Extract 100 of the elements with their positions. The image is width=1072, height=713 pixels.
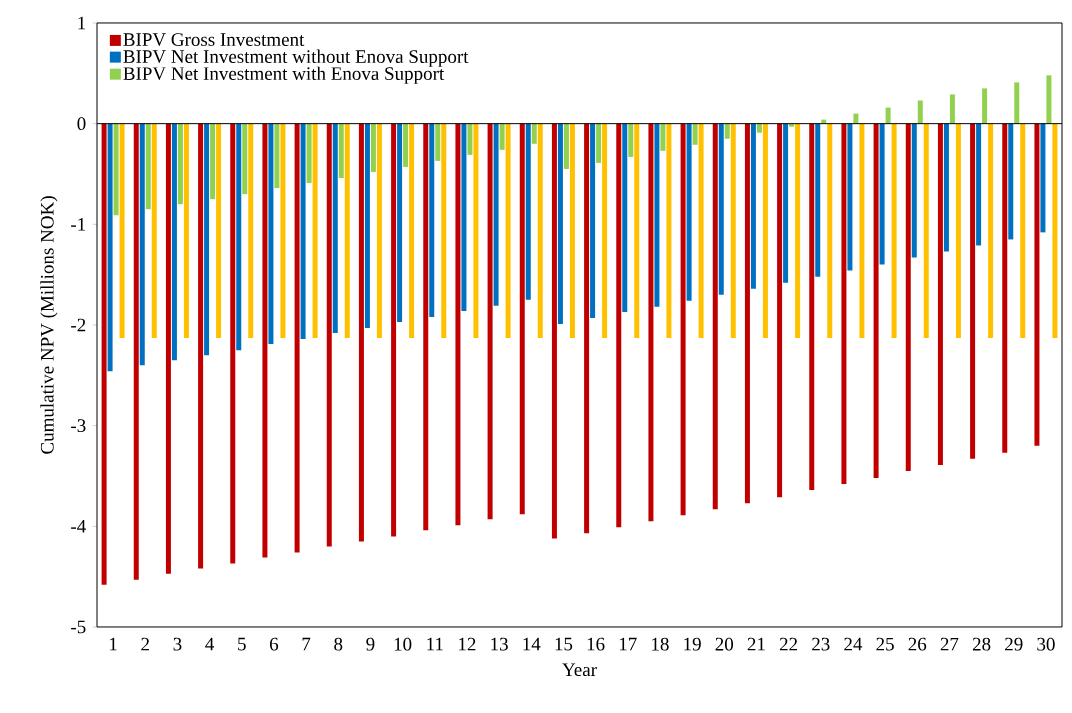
bar	[911, 123, 917, 258]
x-tick-label: 29	[1005, 637, 1023, 651]
x-tick-label: 5	[238, 637, 246, 651]
bar	[1020, 123, 1026, 339]
bar	[988, 123, 994, 339]
bar	[1046, 75, 1052, 124]
bar	[756, 123, 762, 133]
bar	[724, 123, 730, 139]
x-tick-label: 25	[876, 637, 894, 651]
bar	[280, 123, 286, 339]
bar	[1052, 123, 1058, 339]
y-axis-title: Cumulative NPV (Millions NOK)	[40, 196, 58, 454]
x-tick-label: 8	[334, 637, 343, 651]
bar	[712, 123, 718, 510]
bar	[133, 123, 139, 580]
y-tick-label: -2	[71, 318, 86, 332]
bar	[525, 123, 531, 300]
x-tick-label: 28	[972, 637, 991, 651]
bar	[718, 123, 724, 295]
bar	[467, 123, 473, 155]
bar	[777, 123, 783, 498]
bar	[859, 123, 865, 339]
bar	[519, 123, 525, 515]
bar	[397, 123, 403, 322]
bar	[596, 123, 602, 163]
x-tick-label: 7	[302, 637, 311, 651]
bar	[680, 123, 686, 516]
bar	[531, 123, 537, 144]
bar	[198, 123, 204, 569]
bar	[306, 123, 312, 184]
x-tick-label: 22	[779, 637, 798, 651]
bar	[955, 123, 961, 339]
x-tick-label: 6	[269, 637, 279, 651]
bar	[602, 123, 608, 339]
bar	[332, 123, 338, 334]
bar	[551, 123, 557, 539]
bar	[429, 123, 435, 317]
bar	[300, 123, 306, 340]
bar	[654, 123, 660, 307]
bar	[628, 123, 634, 157]
bar	[809, 123, 815, 491]
bar	[750, 123, 756, 289]
bar	[230, 123, 236, 564]
x-tick-label: 27	[940, 637, 959, 651]
x-tick-label: 16	[587, 637, 605, 651]
bar	[1002, 123, 1008, 453]
bar	[441, 123, 447, 339]
x-tick-label: 23	[812, 637, 830, 651]
bar	[101, 123, 107, 585]
bar	[391, 123, 397, 537]
bar	[730, 123, 736, 339]
bar	[435, 123, 441, 161]
x-tick-label: 2	[141, 637, 149, 651]
bar	[905, 123, 911, 471]
x-tick-label: 9	[366, 637, 375, 651]
legend-label: BIPV Gross Investment	[123, 33, 305, 47]
bar	[923, 123, 929, 339]
bar	[344, 123, 350, 339]
x-tick-label: 11	[427, 637, 443, 651]
bar	[891, 123, 897, 339]
bar	[113, 123, 119, 216]
bar	[943, 123, 949, 252]
bar	[660, 123, 666, 151]
bar	[873, 123, 879, 478]
bar	[795, 123, 801, 339]
bar	[364, 123, 370, 329]
bar	[584, 123, 590, 534]
bar	[982, 88, 988, 124]
x-tick-label: 20	[715, 637, 734, 651]
bar	[210, 123, 216, 200]
bar	[204, 123, 210, 356]
x-tick-label: 10	[394, 637, 412, 651]
x-tick-label: 12	[459, 637, 476, 651]
x-tick-label: 13	[491, 637, 508, 651]
x-tick-label: 4	[205, 637, 215, 651]
x-tick-label: 1	[110, 637, 117, 651]
bar	[242, 123, 248, 195]
bar	[376, 123, 382, 339]
bar	[183, 123, 189, 339]
bar	[171, 123, 177, 361]
bar	[970, 123, 976, 459]
bar	[557, 123, 563, 324]
bar	[847, 123, 853, 271]
bar	[1034, 123, 1040, 446]
bar	[326, 123, 332, 547]
legend-label: BIPV Net Investment without Enova Support	[123, 49, 469, 67]
bar	[879, 123, 885, 265]
x-axis-title: Year	[562, 663, 597, 677]
y-tick-label: -3	[71, 419, 86, 433]
bar	[762, 123, 768, 339]
bar	[274, 123, 280, 189]
y-tick-label: 1	[78, 16, 86, 30]
bar	[145, 123, 151, 210]
x-tick-label: 17	[619, 637, 637, 651]
bar	[569, 123, 575, 339]
bar	[151, 123, 157, 339]
bar	[409, 123, 415, 339]
bar	[403, 123, 409, 167]
y-tick-label: 0	[77, 117, 86, 131]
bar	[216, 123, 222, 339]
